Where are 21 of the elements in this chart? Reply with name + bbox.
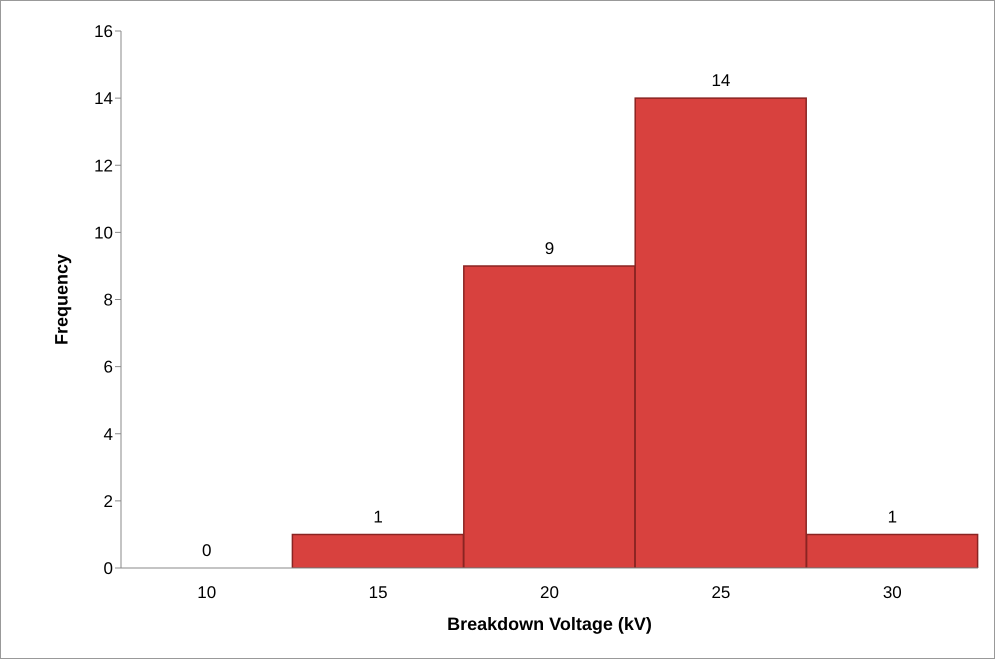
x-tick-label: 20 — [540, 583, 559, 602]
x-tick-label: 30 — [882, 583, 902, 602]
y-tick-label: 14 — [94, 89, 113, 108]
data-label: 14 — [711, 71, 730, 90]
data-label: 1 — [373, 507, 383, 526]
y-tick-label: 12 — [94, 156, 113, 176]
y-tick-label: 10 — [94, 223, 113, 242]
y-tick-label: 6 — [104, 358, 113, 377]
y-tick-label: 2 — [104, 492, 113, 511]
y-tick-label: 8 — [104, 290, 113, 310]
data-label: 0 — [202, 541, 212, 560]
x-tick-label: 15 — [368, 583, 388, 602]
y-axis-title: Frequency — [51, 254, 72, 346]
y-tick-label: 4 — [104, 424, 113, 444]
y-tick-label: 16 — [94, 22, 113, 42]
data-label: 1 — [888, 507, 898, 526]
x-axis-title: Breakdown Voltage (kV) — [447, 614, 652, 634]
data-label: 9 — [544, 238, 554, 258]
y-tick-label: 0 — [104, 559, 113, 578]
x-tick-label: 10 — [197, 583, 216, 602]
x-tick-label: 25 — [711, 583, 730, 602]
